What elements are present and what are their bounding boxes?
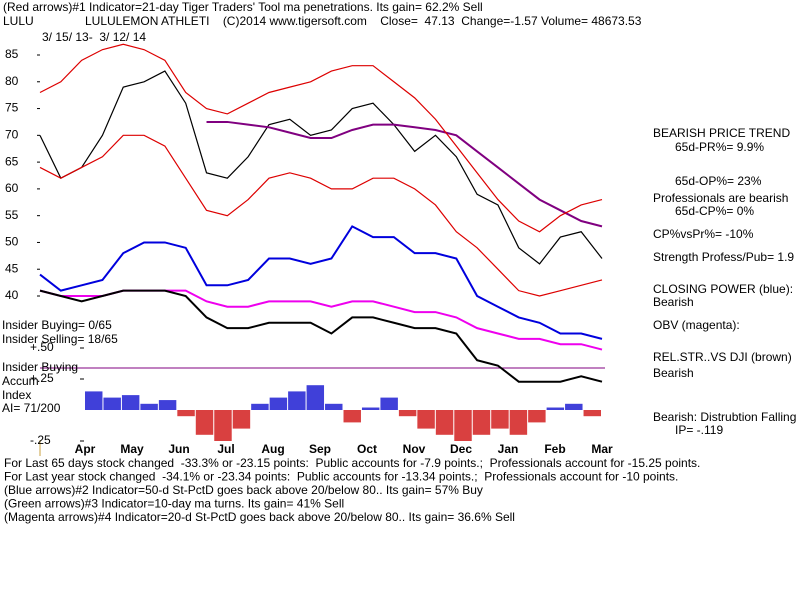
y-tick-label: 60 xyxy=(5,181,19,195)
y-tick-label: 50 xyxy=(5,235,19,249)
accum-bar xyxy=(509,410,528,435)
series-line xyxy=(39,289,603,383)
right-label: Bearish xyxy=(653,295,694,309)
footer-line: (Blue arrows)#2 Indicator=50-d St-PctD g… xyxy=(4,483,483,497)
accum-bar xyxy=(251,403,269,410)
y-tick-label: 80 xyxy=(5,74,19,88)
accum-bar xyxy=(565,403,583,410)
right-label: Bearish xyxy=(653,366,694,380)
left-label: Insider Buying= 0/65 xyxy=(2,318,112,332)
right-label: REL.STR..VS DJI (brown) xyxy=(653,350,792,364)
right-label: Strength Profess/Pub= 1.9 xyxy=(653,250,794,264)
accum-bar xyxy=(583,410,601,417)
accum-bar xyxy=(177,410,195,417)
left-label: Insider Selling= 18/65 xyxy=(2,332,118,346)
accum-bar xyxy=(103,397,121,410)
x-tick-label: Apr xyxy=(75,442,96,456)
x-tick-label: Nov xyxy=(403,442,426,456)
series-line xyxy=(39,134,603,297)
accum-tick-label: +.50 xyxy=(30,340,54,354)
chart-title: LULULEMON ATHLETI (C)2014 www.tigersoft.… xyxy=(85,14,642,28)
x-tick-label: Sep xyxy=(309,442,331,456)
series-line xyxy=(39,225,603,340)
x-tick-label: Aug xyxy=(261,442,284,456)
left-label: AI= 71/200 xyxy=(2,401,61,415)
accum-tick-label: +.25 xyxy=(30,371,54,385)
right-label: CLOSING POWER (blue): xyxy=(653,282,793,296)
accum-bar xyxy=(306,385,325,410)
accum-bar xyxy=(417,410,435,429)
accum-bar xyxy=(361,407,380,410)
y-tick-label: 45 xyxy=(5,261,19,275)
x-tick-label: Oct xyxy=(357,442,377,456)
accum-bar xyxy=(85,391,103,410)
left-label: Insider Buying xyxy=(2,360,78,374)
x-tick-label: Jan xyxy=(498,442,519,456)
right-label: CP%vsPr%= -10% xyxy=(653,227,754,241)
right-label: Bearish: Distrubtion Falling xyxy=(653,410,796,424)
ticker: LULU xyxy=(3,14,34,28)
footer-line: (Magenta arrows)#4 Indicator=20-d St-Pct… xyxy=(4,510,515,524)
accum-tick-label: -.25 xyxy=(30,433,51,447)
y-tick-label: 85 xyxy=(5,47,19,61)
left-label: Accum xyxy=(2,374,39,388)
header: (Red arrows)#1 Indicator=21-day Tiger Tr… xyxy=(3,0,483,14)
x-tick-label: May xyxy=(120,442,144,456)
x-tick-label: Jul xyxy=(217,442,234,456)
right-label: 65d-PR%= 9.9% xyxy=(675,140,764,154)
footer-line: For Last 65 days stock changed -33.3% or… xyxy=(4,456,700,470)
accum-bar xyxy=(435,410,454,435)
right-label: 65d-CP%= 0% xyxy=(675,204,754,218)
date-range: 3/ 15/ 13- 3/ 12/ 14 xyxy=(42,30,146,44)
right-label: 65d-OP%= 23% xyxy=(675,174,762,188)
accum-bar xyxy=(528,410,546,423)
x-tick-label: Jun xyxy=(168,442,189,456)
footer-line: For Last year stock changed -34.1% or -2… xyxy=(4,470,678,484)
right-label: Professionals are bearish xyxy=(653,191,788,205)
accum-bar xyxy=(398,410,417,417)
accum-bar xyxy=(232,410,251,429)
series-line xyxy=(39,289,603,351)
x-tick-label: Mar xyxy=(591,442,613,456)
y-tick-label: 70 xyxy=(5,128,19,142)
accum-bar xyxy=(214,410,232,441)
y-tick-label: 65 xyxy=(5,154,19,168)
accum-bar xyxy=(472,410,491,435)
accum-bar xyxy=(195,410,214,435)
x-tick-label: Dec xyxy=(450,442,472,456)
y-tick-label: 75 xyxy=(5,101,19,115)
left-label: Index xyxy=(2,388,31,402)
right-label: BEARISH PRICE TREND xyxy=(653,126,790,140)
x-tick-label: Feb xyxy=(544,442,565,456)
series-line xyxy=(39,70,603,265)
right-label: IP= -.119 xyxy=(675,423,723,437)
accum-bar xyxy=(380,397,398,410)
series-line xyxy=(206,120,603,228)
accum-bar xyxy=(546,407,565,410)
right-label: OBV (magenta): xyxy=(653,318,740,332)
y-tick-label: 55 xyxy=(5,208,19,222)
accum-bar xyxy=(491,410,509,429)
accum-bar xyxy=(343,410,361,423)
footer-line: (Green arrows)#3 Indicator=10-day ma tur… xyxy=(4,497,344,511)
accum-bar xyxy=(269,397,288,410)
accum-bar xyxy=(140,403,158,410)
accum-bar xyxy=(121,395,140,410)
accum-bar xyxy=(288,391,306,410)
y-tick-label: 40 xyxy=(5,288,19,302)
series-line xyxy=(39,43,603,233)
accum-bar xyxy=(158,400,177,410)
accum-bar xyxy=(454,410,472,441)
accum-bar xyxy=(325,403,343,410)
